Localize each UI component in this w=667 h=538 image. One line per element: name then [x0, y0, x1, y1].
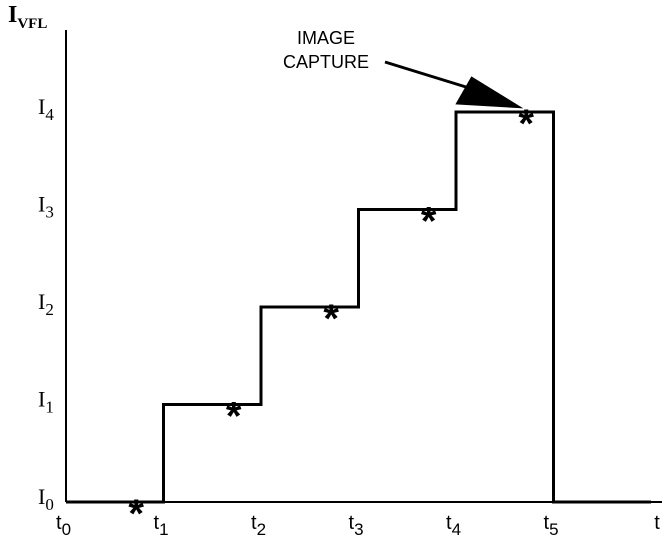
axes — [65, 30, 662, 503]
capture-marker-0: * — [128, 492, 144, 536]
annotation-arrow-head — [455, 76, 524, 109]
capture-marker-3: * — [421, 200, 437, 244]
tick-labels: t0 t1 t2 t3 t4 t5 I0 I1 I2 I3 I4 — [38, 94, 559, 538]
y-tick-label-4: I4 — [38, 94, 54, 124]
x-tick-label-3: t3 — [349, 512, 364, 538]
capture-marker-1: * — [226, 395, 242, 439]
x-axis-label: t — [654, 512, 660, 534]
x-tick-label-0: t0 — [56, 512, 71, 538]
y-tick-label-2: I2 — [38, 289, 54, 319]
capture-marker-4: * — [518, 102, 534, 146]
image-capture-annotation: IMAGE CAPTURE — [283, 28, 524, 109]
step-series — [66, 110, 651, 504]
annotation-line-1: CAPTURE — [283, 52, 369, 72]
axis-labels: t IVFL — [8, 2, 660, 534]
capture-markers: * * * * * — [128, 102, 534, 536]
y-tick-label-0: I0 — [38, 484, 54, 514]
y-tick-label-3: I3 — [38, 192, 54, 222]
y-tick-label-1: I1 — [38, 387, 54, 417]
x-tick-label-5: t5 — [544, 512, 559, 538]
y-axis-label: IVFL — [8, 2, 47, 32]
x-tick-label-1: t1 — [154, 512, 169, 538]
capture-marker-2: * — [323, 297, 339, 341]
x-tick-label-4: t4 — [446, 512, 461, 538]
step-line-0 — [66, 110, 651, 504]
x-tick-label-2: t2 — [251, 512, 266, 538]
annotation-line-0: IMAGE — [297, 28, 355, 48]
